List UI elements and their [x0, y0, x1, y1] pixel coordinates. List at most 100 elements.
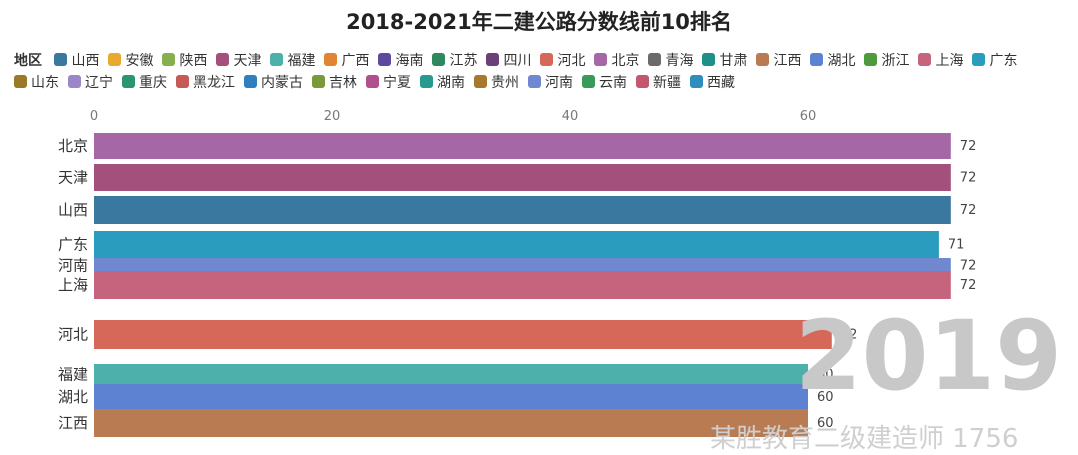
legend-item: 辽宁 — [68, 72, 113, 94]
legend: 地区 山西 安徽 陕西 天津 福建 广西 海南 江苏 四川 河北 北京 青海 甘肃 江西 湖北 浙江 上海 广东山… — [14, 50, 1064, 94]
legend-item: 湖南 — [420, 72, 465, 94]
legend-item-label: 广东 — [989, 53, 1018, 69]
legend-swatch — [972, 53, 986, 66]
legend-item-label: 河南 — [545, 75, 573, 91]
legend-item-label: 浙江 — [881, 53, 910, 69]
legend-swatch — [14, 75, 27, 88]
bar — [94, 320, 832, 349]
legend-swatch — [594, 53, 608, 66]
bar — [94, 384, 808, 410]
legend-item-label: 贵州 — [491, 75, 519, 91]
legend-item-label: 安徽 — [125, 53, 154, 69]
legend-swatch — [244, 75, 257, 88]
value-label: 60 — [817, 368, 834, 383]
brand-watermark: 某胜教育二级建造师 1756 — [710, 424, 1019, 454]
legend-item: 广西 — [324, 50, 369, 72]
legend-item-label: 内蒙古 — [261, 75, 303, 91]
value-label: 72 — [960, 171, 977, 186]
x-tick-label: 20 — [324, 109, 341, 124]
legend-swatch — [582, 75, 595, 88]
category-label: 河南 — [58, 257, 88, 275]
value-label: 72 — [960, 139, 977, 154]
legend-item: 青海 — [648, 50, 693, 72]
legend-item-label: 云南 — [599, 75, 627, 91]
legend-item: 天津 — [216, 50, 261, 72]
legend-item: 四川 — [486, 50, 531, 72]
legend-swatch — [366, 75, 379, 88]
legend-item: 重庆 — [122, 72, 167, 94]
value-label: 71 — [948, 238, 965, 253]
legend-label: 地区 — [14, 53, 42, 69]
value-label: 60 — [817, 390, 834, 405]
legend-item: 湖北 — [810, 50, 855, 72]
legend-item-label: 重庆 — [139, 75, 167, 91]
legend-item: 福建 — [270, 50, 315, 72]
legend-item-label: 吉林 — [329, 75, 357, 91]
legend-item: 河南 — [528, 72, 573, 94]
legend-item: 河北 — [540, 50, 585, 72]
legend-swatch — [270, 53, 284, 66]
bar — [94, 133, 951, 159]
category-label: 江西 — [58, 414, 88, 432]
bar — [94, 196, 951, 224]
value-label: 72 — [960, 203, 977, 218]
bar — [94, 164, 951, 191]
year-watermark: 2019 — [794, 300, 1062, 412]
legend-item: 上海 — [918, 50, 963, 72]
legend-swatch — [108, 53, 122, 66]
legend-item: 浙江 — [864, 50, 909, 72]
legend-swatch — [312, 75, 325, 88]
legend-item-label: 黑龙江 — [193, 75, 235, 91]
legend-item-label: 北京 — [611, 53, 640, 69]
legend-swatch — [648, 53, 662, 66]
category-label: 天津 — [58, 169, 88, 187]
value-label: 60 — [817, 416, 834, 431]
legend-item-label: 山西 — [71, 53, 100, 69]
legend-item: 宁夏 — [366, 72, 411, 94]
value-label: 72 — [960, 278, 977, 293]
legend-item: 新疆 — [636, 72, 681, 94]
category-label: 福建 — [58, 366, 88, 384]
legend-item: 北京 — [594, 50, 639, 72]
legend-item-label: 新疆 — [653, 75, 681, 91]
legend-swatch — [54, 53, 68, 66]
bar — [94, 231, 939, 258]
value-label: 62 — [841, 328, 858, 343]
legend-item: 山东 — [14, 72, 59, 94]
legend-item-label: 上海 — [935, 53, 964, 69]
legend-swatch — [68, 75, 81, 88]
legend-item-label: 广西 — [341, 53, 370, 69]
legend-item: 西藏 — [690, 72, 735, 94]
legend-item-label: 海南 — [395, 53, 424, 69]
legend-item: 甘肃 — [702, 50, 747, 72]
legend-item-label: 江苏 — [449, 53, 478, 69]
category-label: 北京 — [58, 137, 88, 155]
legend-swatch — [702, 53, 716, 66]
legend-swatch — [636, 75, 649, 88]
category-label: 广东 — [58, 236, 88, 254]
legend-item-label: 四川 — [503, 53, 532, 69]
bar — [94, 409, 808, 437]
legend-swatch — [216, 53, 230, 66]
legend-swatch — [486, 53, 500, 66]
legend-item: 陕西 — [162, 50, 207, 72]
bar — [94, 258, 951, 273]
legend-swatch — [122, 75, 135, 88]
legend-item-label: 西藏 — [707, 75, 735, 91]
category-label: 河北 — [58, 326, 88, 344]
legend-swatch — [176, 75, 189, 88]
legend-item-label: 青海 — [665, 53, 694, 69]
category-label: 山西 — [58, 201, 88, 219]
legend-item: 贵州 — [474, 72, 519, 94]
legend-item-label: 福建 — [287, 53, 316, 69]
legend-item-label: 陕西 — [179, 53, 208, 69]
legend-item: 内蒙古 — [244, 72, 303, 94]
legend-item: 黑龙江 — [176, 72, 235, 94]
legend-item: 江西 — [756, 50, 801, 72]
legend-swatch — [756, 53, 770, 66]
legend-swatch — [378, 53, 392, 66]
legend-item-label: 辽宁 — [85, 75, 113, 91]
chart-title: 2018-2021年二建公路分数线前10排名 — [346, 10, 732, 34]
legend-item-label: 宁夏 — [383, 75, 411, 91]
